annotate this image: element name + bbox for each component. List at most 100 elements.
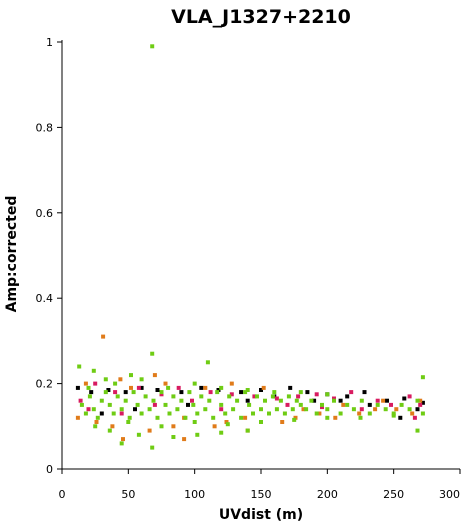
- scatter-point: [391, 413, 396, 418]
- scatter-point: [203, 407, 208, 412]
- scatter-point: [135, 402, 140, 407]
- scatter-point: [166, 385, 171, 390]
- scatter-point: [407, 407, 412, 412]
- scatter-point: [251, 411, 255, 416]
- scatter-point: [358, 415, 363, 420]
- scatter-point: [349, 390, 354, 395]
- y-tick-label: 0.2: [36, 378, 54, 391]
- scatter-point: [410, 411, 415, 416]
- scatter-point: [296, 394, 301, 399]
- scatter-point: [118, 377, 123, 382]
- scatter-point: [91, 407, 96, 412]
- scatter-point: [320, 402, 324, 407]
- scatter-point: [274, 396, 279, 401]
- scatter-point: [292, 417, 297, 422]
- scatter-point: [136, 432, 141, 437]
- scatter-point: [152, 373, 157, 378]
- scatter-point: [93, 424, 98, 429]
- scatter-point: [359, 407, 364, 412]
- scatter-point: [278, 398, 283, 403]
- scatter-point: [420, 400, 425, 405]
- scatter-point: [159, 392, 164, 397]
- scatter-point: [115, 394, 120, 399]
- scatter-point: [259, 388, 263, 392]
- scatter-point: [212, 424, 217, 429]
- scatter-point: [373, 407, 378, 412]
- scatter-point: [420, 375, 425, 380]
- scatter-point: [282, 411, 287, 416]
- scatter-point: [192, 381, 197, 386]
- scatter-point: [89, 390, 94, 395]
- scatter-point: [87, 394, 92, 399]
- scatter-point: [207, 398, 212, 403]
- scatter-point: [75, 385, 80, 390]
- scatter-point: [298, 390, 303, 395]
- scatter-point: [111, 411, 116, 416]
- data-points: [75, 44, 425, 450]
- scatter-point: [150, 351, 155, 356]
- scatter-point: [274, 407, 279, 412]
- x-tick-label: 200: [317, 488, 338, 501]
- scatter-point: [103, 390, 108, 395]
- scatter-point: [110, 424, 115, 429]
- scatter-point: [143, 394, 148, 399]
- scatter-point: [211, 415, 216, 420]
- scatter-point: [394, 407, 399, 412]
- scatter-point: [227, 394, 232, 399]
- scatter-point: [261, 385, 266, 390]
- scatter-point: [83, 381, 88, 386]
- scatter-point: [119, 407, 124, 412]
- x-axis-label: UVdist (m): [219, 507, 303, 523]
- scatter-point: [314, 392, 319, 397]
- scatter-point: [345, 402, 350, 407]
- scatter-point: [139, 385, 144, 390]
- scatter-point: [294, 398, 299, 403]
- scatter-point: [420, 411, 425, 416]
- scatter-point: [95, 415, 100, 420]
- scatter-point: [225, 422, 230, 427]
- scatter-point: [79, 402, 84, 407]
- x-tick-label: 250: [383, 488, 404, 501]
- scatter-point: [171, 394, 176, 399]
- scatter-point: [203, 385, 208, 390]
- scatter-point: [171, 435, 176, 439]
- scatter-point: [219, 385, 224, 390]
- scatter-point: [205, 360, 210, 365]
- scatter-point: [133, 407, 137, 412]
- scatter-point: [314, 411, 319, 416]
- scatter-point: [150, 44, 155, 49]
- scatter-point: [325, 407, 330, 412]
- scatter-point: [187, 390, 192, 395]
- scatter-point: [83, 411, 88, 416]
- scatter-point: [418, 398, 423, 403]
- scatter-point: [247, 402, 252, 407]
- scatter-point: [367, 402, 372, 407]
- scatter-point: [290, 407, 295, 412]
- scatter-point: [183, 415, 188, 420]
- scatter-point: [123, 398, 128, 403]
- scatter-point: [383, 407, 388, 412]
- scatter-point: [215, 390, 220, 395]
- scatter-point: [191, 402, 196, 407]
- scatter-point: [263, 398, 267, 403]
- scatter-point: [219, 407, 224, 412]
- scatter-point: [338, 411, 343, 416]
- scatter-point: [195, 411, 200, 416]
- scatter-point: [123, 390, 128, 395]
- scatter-point: [99, 398, 104, 403]
- scatter-point: [332, 398, 336, 403]
- scatter-point: [399, 402, 404, 407]
- y-tick-label: 0.6: [36, 207, 54, 220]
- scatter-point: [305, 390, 310, 395]
- scatter-point: [176, 385, 181, 390]
- scatter-point: [126, 420, 131, 424]
- scatter-point: [199, 394, 204, 399]
- scatter-point: [223, 411, 228, 416]
- scatter-point: [150, 445, 155, 450]
- scatter-point: [259, 420, 263, 424]
- chart-title: VLA_J1327+2210: [171, 6, 351, 28]
- scatter-point: [119, 411, 124, 416]
- scatter-point: [359, 398, 364, 403]
- scatter-point: [113, 381, 118, 386]
- scatter-point: [155, 388, 160, 392]
